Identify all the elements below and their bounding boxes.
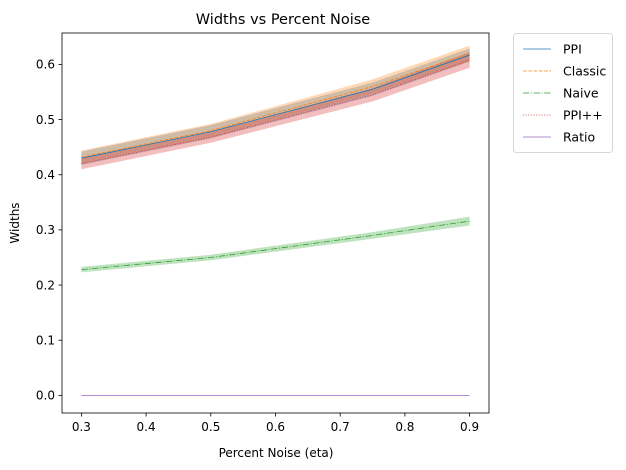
x-tick-label: 0.4: [137, 420, 156, 434]
band-0: [81, 48, 470, 165]
band-3: [81, 52, 470, 170]
legend-label: Naive: [563, 86, 599, 101]
confidence-bands: [81, 45, 470, 273]
x-tick-label: 0.6: [266, 420, 285, 434]
x-tick-label: 0.8: [395, 420, 414, 434]
legend-label: PPI: [563, 42, 582, 57]
y-tick-label: 0.3: [36, 223, 55, 237]
x-tick-label: 0.7: [331, 420, 350, 434]
series-line-0: [81, 54, 470, 159]
legend-label: PPI++: [563, 108, 603, 123]
band-2: [81, 216, 470, 273]
legend: PPI Classic Naive PPI++ Ratio: [513, 33, 613, 153]
y-tick-label: 0.5: [36, 113, 55, 127]
x-tick-label: 0.9: [460, 420, 479, 434]
x-axis: 0.3 0.4 0.5 0.6 0.7 0.8 0.9: [72, 413, 479, 434]
series-lines: [81, 53, 470, 396]
series-line-2: [81, 220, 470, 271]
chart-title: Widths vs Percent Noise: [196, 12, 371, 28]
y-axis: 0.0 0.1 0.2 0.3 0.4 0.5 0.6: [36, 58, 62, 403]
legend-frame: [513, 33, 613, 153]
y-tick-label: 0.2: [36, 278, 55, 292]
y-tick-label: 0.0: [36, 389, 55, 403]
y-tick-label: 0.4: [36, 168, 55, 182]
y-tick-label: 0.1: [36, 333, 55, 347]
legend-label: Classic: [563, 64, 606, 79]
plot-frame: [61, 32, 490, 414]
x-axis-label: Percent Noise (eta): [219, 446, 334, 460]
y-tick-label: 0.6: [36, 58, 55, 72]
x-tick-label: 0.3: [72, 420, 91, 434]
band-1: [81, 45, 470, 164]
series-line-1: [81, 53, 470, 158]
x-tick-label: 0.5: [201, 420, 220, 434]
y-axis-label: Widths: [8, 202, 22, 243]
legend-label: Ratio: [563, 130, 595, 145]
